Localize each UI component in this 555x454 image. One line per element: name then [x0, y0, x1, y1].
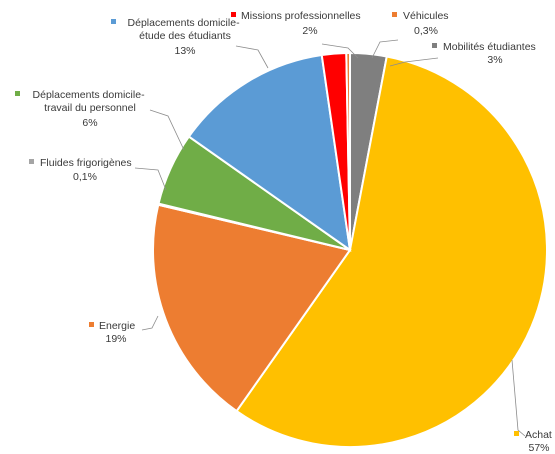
label-personnel: Déplacements domicile- travail du person…	[15, 89, 148, 129]
leader-line-energie	[141, 315, 159, 331]
legend-marker-etudiants	[111, 19, 116, 24]
label-energie: Energie 19%	[89, 320, 135, 345]
label-etudiants-name: Déplacements domicile- étude des étudian…	[128, 17, 243, 42]
label-etudiants-value: 13%	[174, 45, 195, 57]
pie-slices	[152, 51, 548, 448]
label-etudiants-line-2: étude des étudiants	[139, 30, 231, 42]
leader-line-fluides	[134, 167, 167, 191]
leader-line-etudiants	[235, 45, 269, 69]
label-personnel-line-2: travail du personnel	[44, 102, 136, 114]
leader-line-missions	[321, 43, 359, 59]
label-missions: Missions professionnelles 2%	[231, 10, 361, 37]
pie-slice-5	[187, 53, 352, 253]
leader-line-personnel	[149, 109, 185, 151]
leader-line-vehicules	[371, 39, 399, 59]
label-personnel-name: Déplacements domicile- travail du person…	[33, 89, 148, 114]
legend-marker-vehicules	[392, 12, 397, 17]
label-mobilites-name: Mobilités étudiantes	[443, 41, 536, 53]
leader-line-mobilites	[389, 57, 439, 67]
label-personnel-line-1: Déplacements domicile-	[33, 89, 146, 101]
label-achat-name: Achat	[525, 429, 552, 441]
legend-marker-mobilites	[432, 43, 437, 48]
label-vehicules: Véhicules 0,3%	[392, 10, 449, 37]
label-fluides-value: 0,1%	[73, 171, 97, 183]
label-personnel-value: 6%	[82, 117, 97, 129]
legend-marker-missions	[231, 12, 236, 17]
label-etudiants-line-1: Déplacements domicile-	[128, 17, 241, 29]
pie-slice-7	[345, 51, 351, 251]
label-mobilites-value: 3%	[487, 54, 502, 66]
legend-marker-energie	[89, 322, 94, 327]
label-etudiants: Déplacements domicile- étude des étudian…	[111, 17, 243, 57]
legend-marker-personnel	[15, 91, 20, 96]
label-mobilites: Mobilités étudiantes 3%	[432, 41, 536, 66]
legend-marker-fluides	[29, 159, 34, 164]
label-achat-value: 57%	[528, 442, 549, 454]
label-energie-value: 19%	[105, 333, 126, 345]
label-fluides: Fluides frigorigènes 0,1%	[29, 157, 132, 183]
label-energie-name: Energie	[99, 320, 135, 332]
label-vehicules-name: Véhicules	[403, 10, 449, 22]
pie-slice-2	[152, 203, 352, 413]
label-fluides-name: Fluides frigorigènes	[40, 157, 132, 169]
leader-lines	[134, 39, 526, 437]
leader-line-achat	[511, 359, 526, 437]
pie-slice-1	[235, 55, 548, 448]
legend-marker-achat	[514, 431, 519, 436]
label-vehicules-value: 0,3%	[414, 25, 438, 37]
label-missions-name: Missions professionnelles	[241, 10, 361, 22]
label-achat: Achat 57%	[514, 429, 552, 454]
label-missions-value: 2%	[302, 25, 317, 37]
